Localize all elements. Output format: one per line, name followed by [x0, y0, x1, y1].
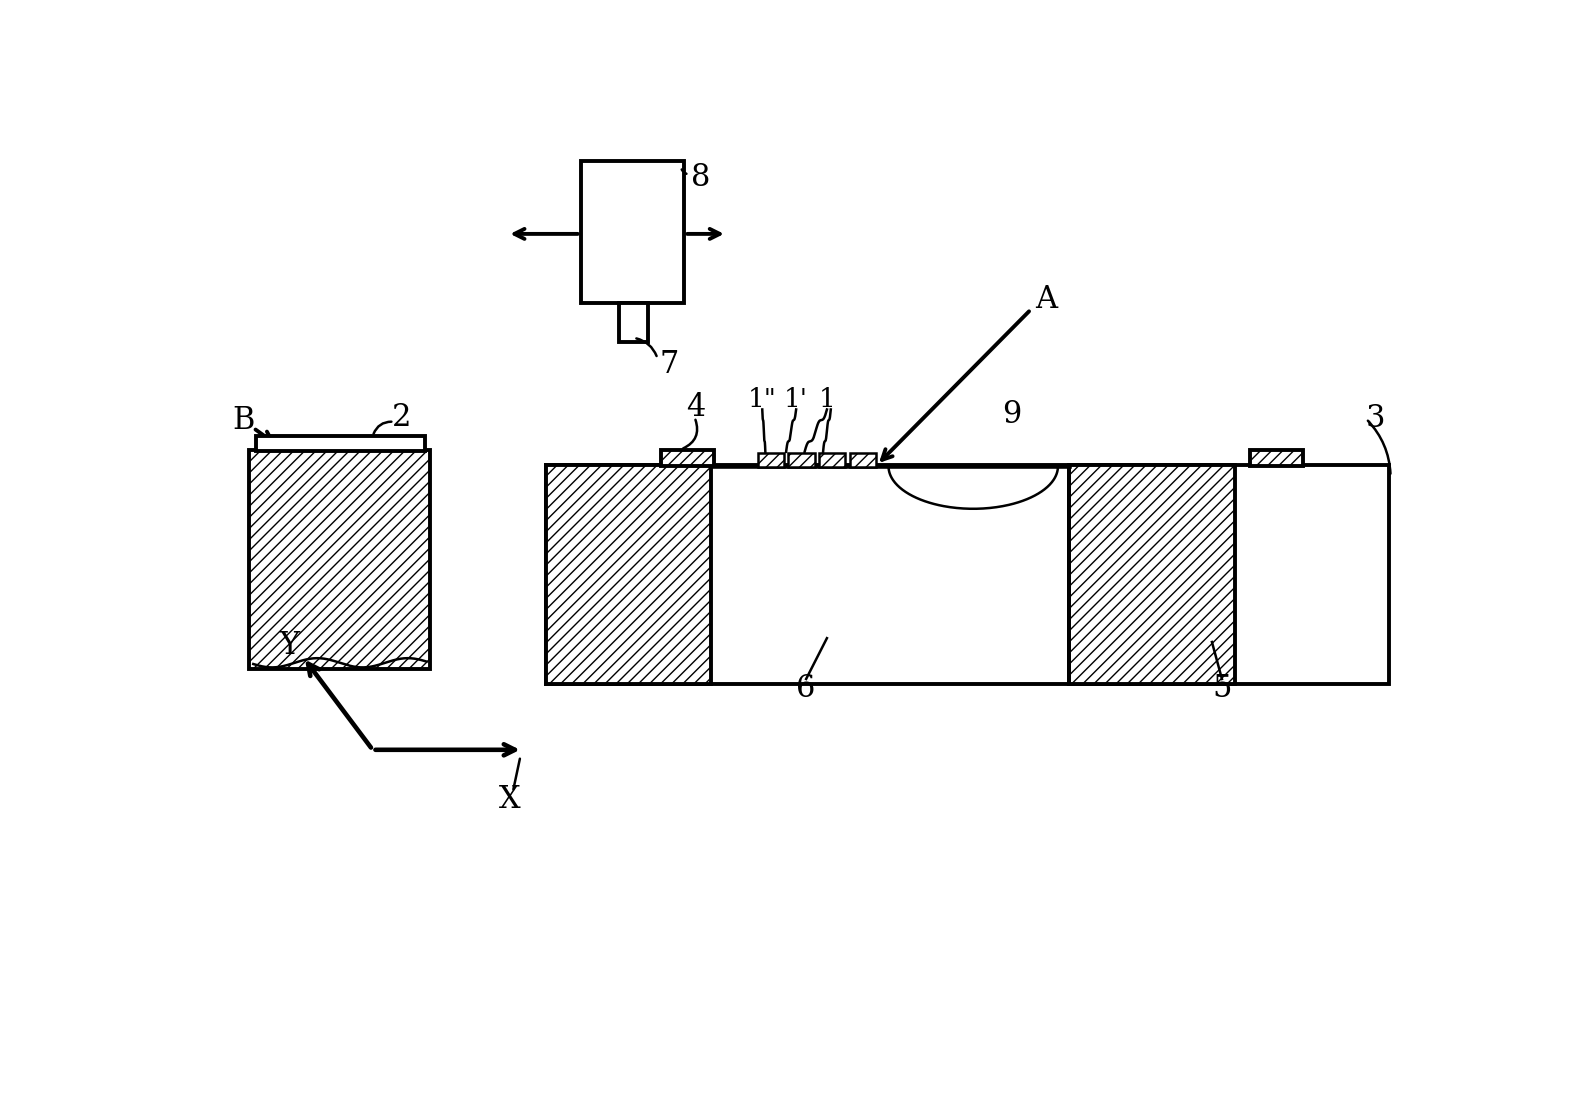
- Bar: [1250, 449, 1302, 466]
- Bar: [1070, 465, 1235, 685]
- Text: X: X: [499, 784, 521, 815]
- Bar: [662, 449, 714, 466]
- Bar: [580, 161, 684, 303]
- Bar: [618, 303, 649, 341]
- Text: 1": 1": [748, 387, 776, 411]
- Bar: [850, 454, 877, 467]
- Text: 2: 2: [392, 401, 411, 433]
- Text: B: B: [233, 405, 255, 436]
- Bar: [255, 436, 426, 452]
- Text: A: A: [1036, 284, 1057, 314]
- Text: 5: 5: [1211, 672, 1232, 704]
- Bar: [545, 465, 711, 685]
- Text: 9: 9: [1003, 399, 1022, 430]
- Bar: [1070, 465, 1235, 685]
- Text: 3: 3: [1366, 404, 1385, 434]
- Text: 1: 1: [819, 387, 835, 411]
- Text: 8: 8: [690, 162, 709, 193]
- Bar: [757, 454, 784, 467]
- Bar: [789, 454, 815, 467]
- Bar: [545, 465, 1388, 685]
- Text: 4: 4: [687, 391, 706, 423]
- Text: Y: Y: [279, 630, 300, 661]
- Bar: [819, 454, 845, 467]
- Bar: [545, 465, 711, 685]
- Text: 7: 7: [660, 349, 679, 380]
- Bar: [249, 449, 430, 669]
- Text: 6: 6: [795, 672, 816, 704]
- Text: 1': 1': [784, 387, 808, 411]
